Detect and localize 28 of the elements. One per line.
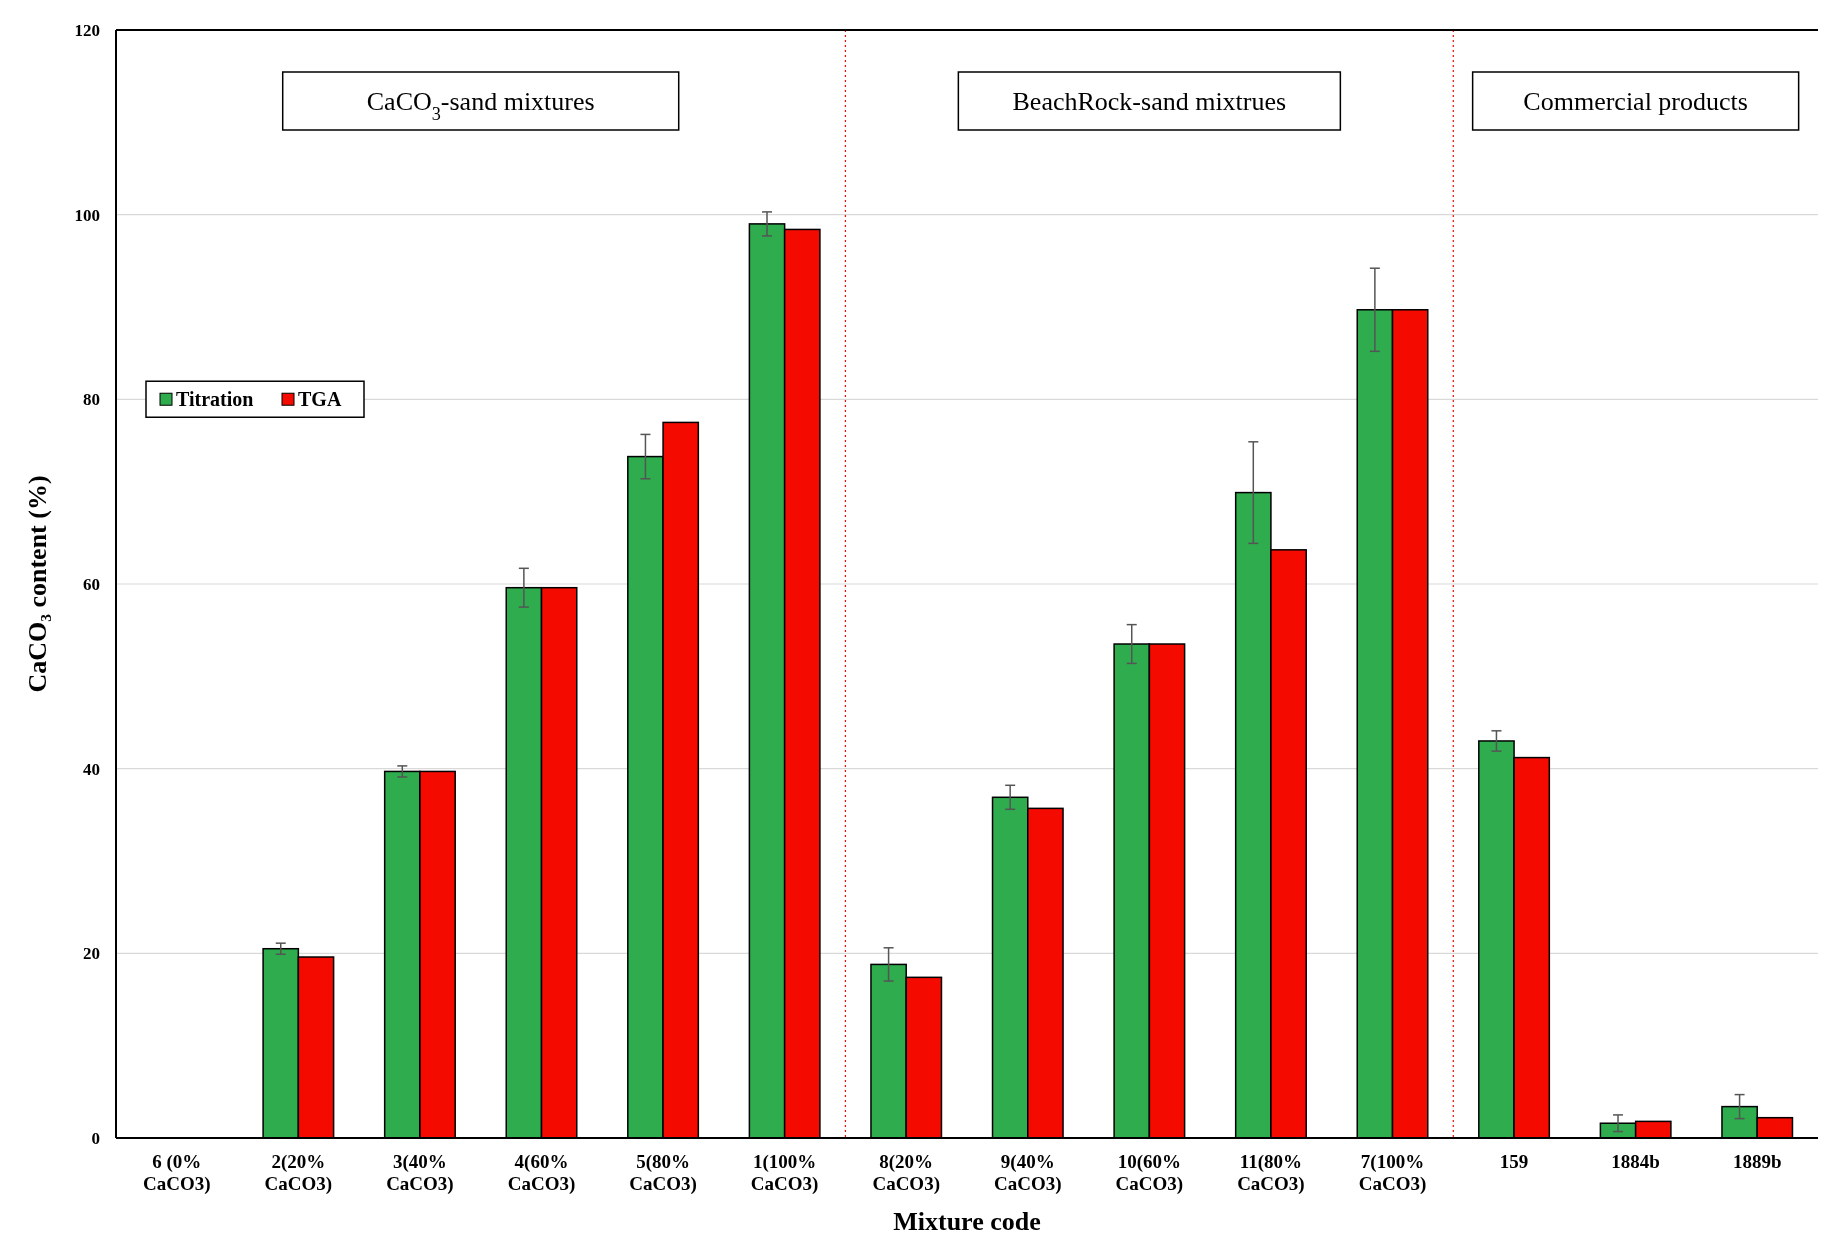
x-tick-label: 4(60% CaCO3) xyxy=(507,1151,576,1195)
y-tick-label: 80 xyxy=(83,390,100,410)
x-tick-label: 1889b xyxy=(1732,1151,1782,1172)
x-tick-label: 2(20% CaCO3) xyxy=(264,1151,333,1195)
y-tick-label: 120 xyxy=(74,20,100,40)
x-tick-label: 7(100% CaCO3) xyxy=(1358,1151,1427,1195)
y-tick-label: 20 xyxy=(83,944,100,964)
y-tick-label: 0 xyxy=(91,1128,100,1148)
x-tick-label: 1884b xyxy=(1611,1151,1660,1172)
x-tick-label: 159 xyxy=(1499,1151,1529,1172)
legend-label: TGA xyxy=(298,388,342,411)
x-axis-title: Mixture code xyxy=(893,1207,1041,1236)
x-tick-label: 6 (0% CaCO3) xyxy=(143,1151,211,1195)
y-tick-label: 40 xyxy=(83,759,100,779)
legend-label: Titration xyxy=(176,388,254,411)
annotation: BeachRock-sand mixtrues xyxy=(1012,87,1287,117)
x-tick-label: 10(60% CaCO3) xyxy=(1115,1151,1184,1195)
x-tick-label: 1(100% CaCO3) xyxy=(750,1151,819,1195)
y-axis-title: CaCO₃ content (%) xyxy=(23,475,52,693)
annotation: Commercial products xyxy=(1523,87,1748,117)
x-tick-label: 8(20% CaCO3) xyxy=(872,1151,940,1195)
y-tick-label: 100 xyxy=(74,205,100,225)
y-tick-label: 60 xyxy=(83,574,100,594)
x-tick-label: 11(80% CaCO3) xyxy=(1237,1151,1305,1195)
x-tick-label: 5(80% CaCO3) xyxy=(629,1151,697,1195)
x-tick-label: 3(40% CaCO3) xyxy=(386,1151,454,1195)
x-tick-label: 9(40% CaCO3) xyxy=(994,1151,1062,1195)
annotation: CaCO$_{3}$-sand mixtures xyxy=(366,87,595,125)
